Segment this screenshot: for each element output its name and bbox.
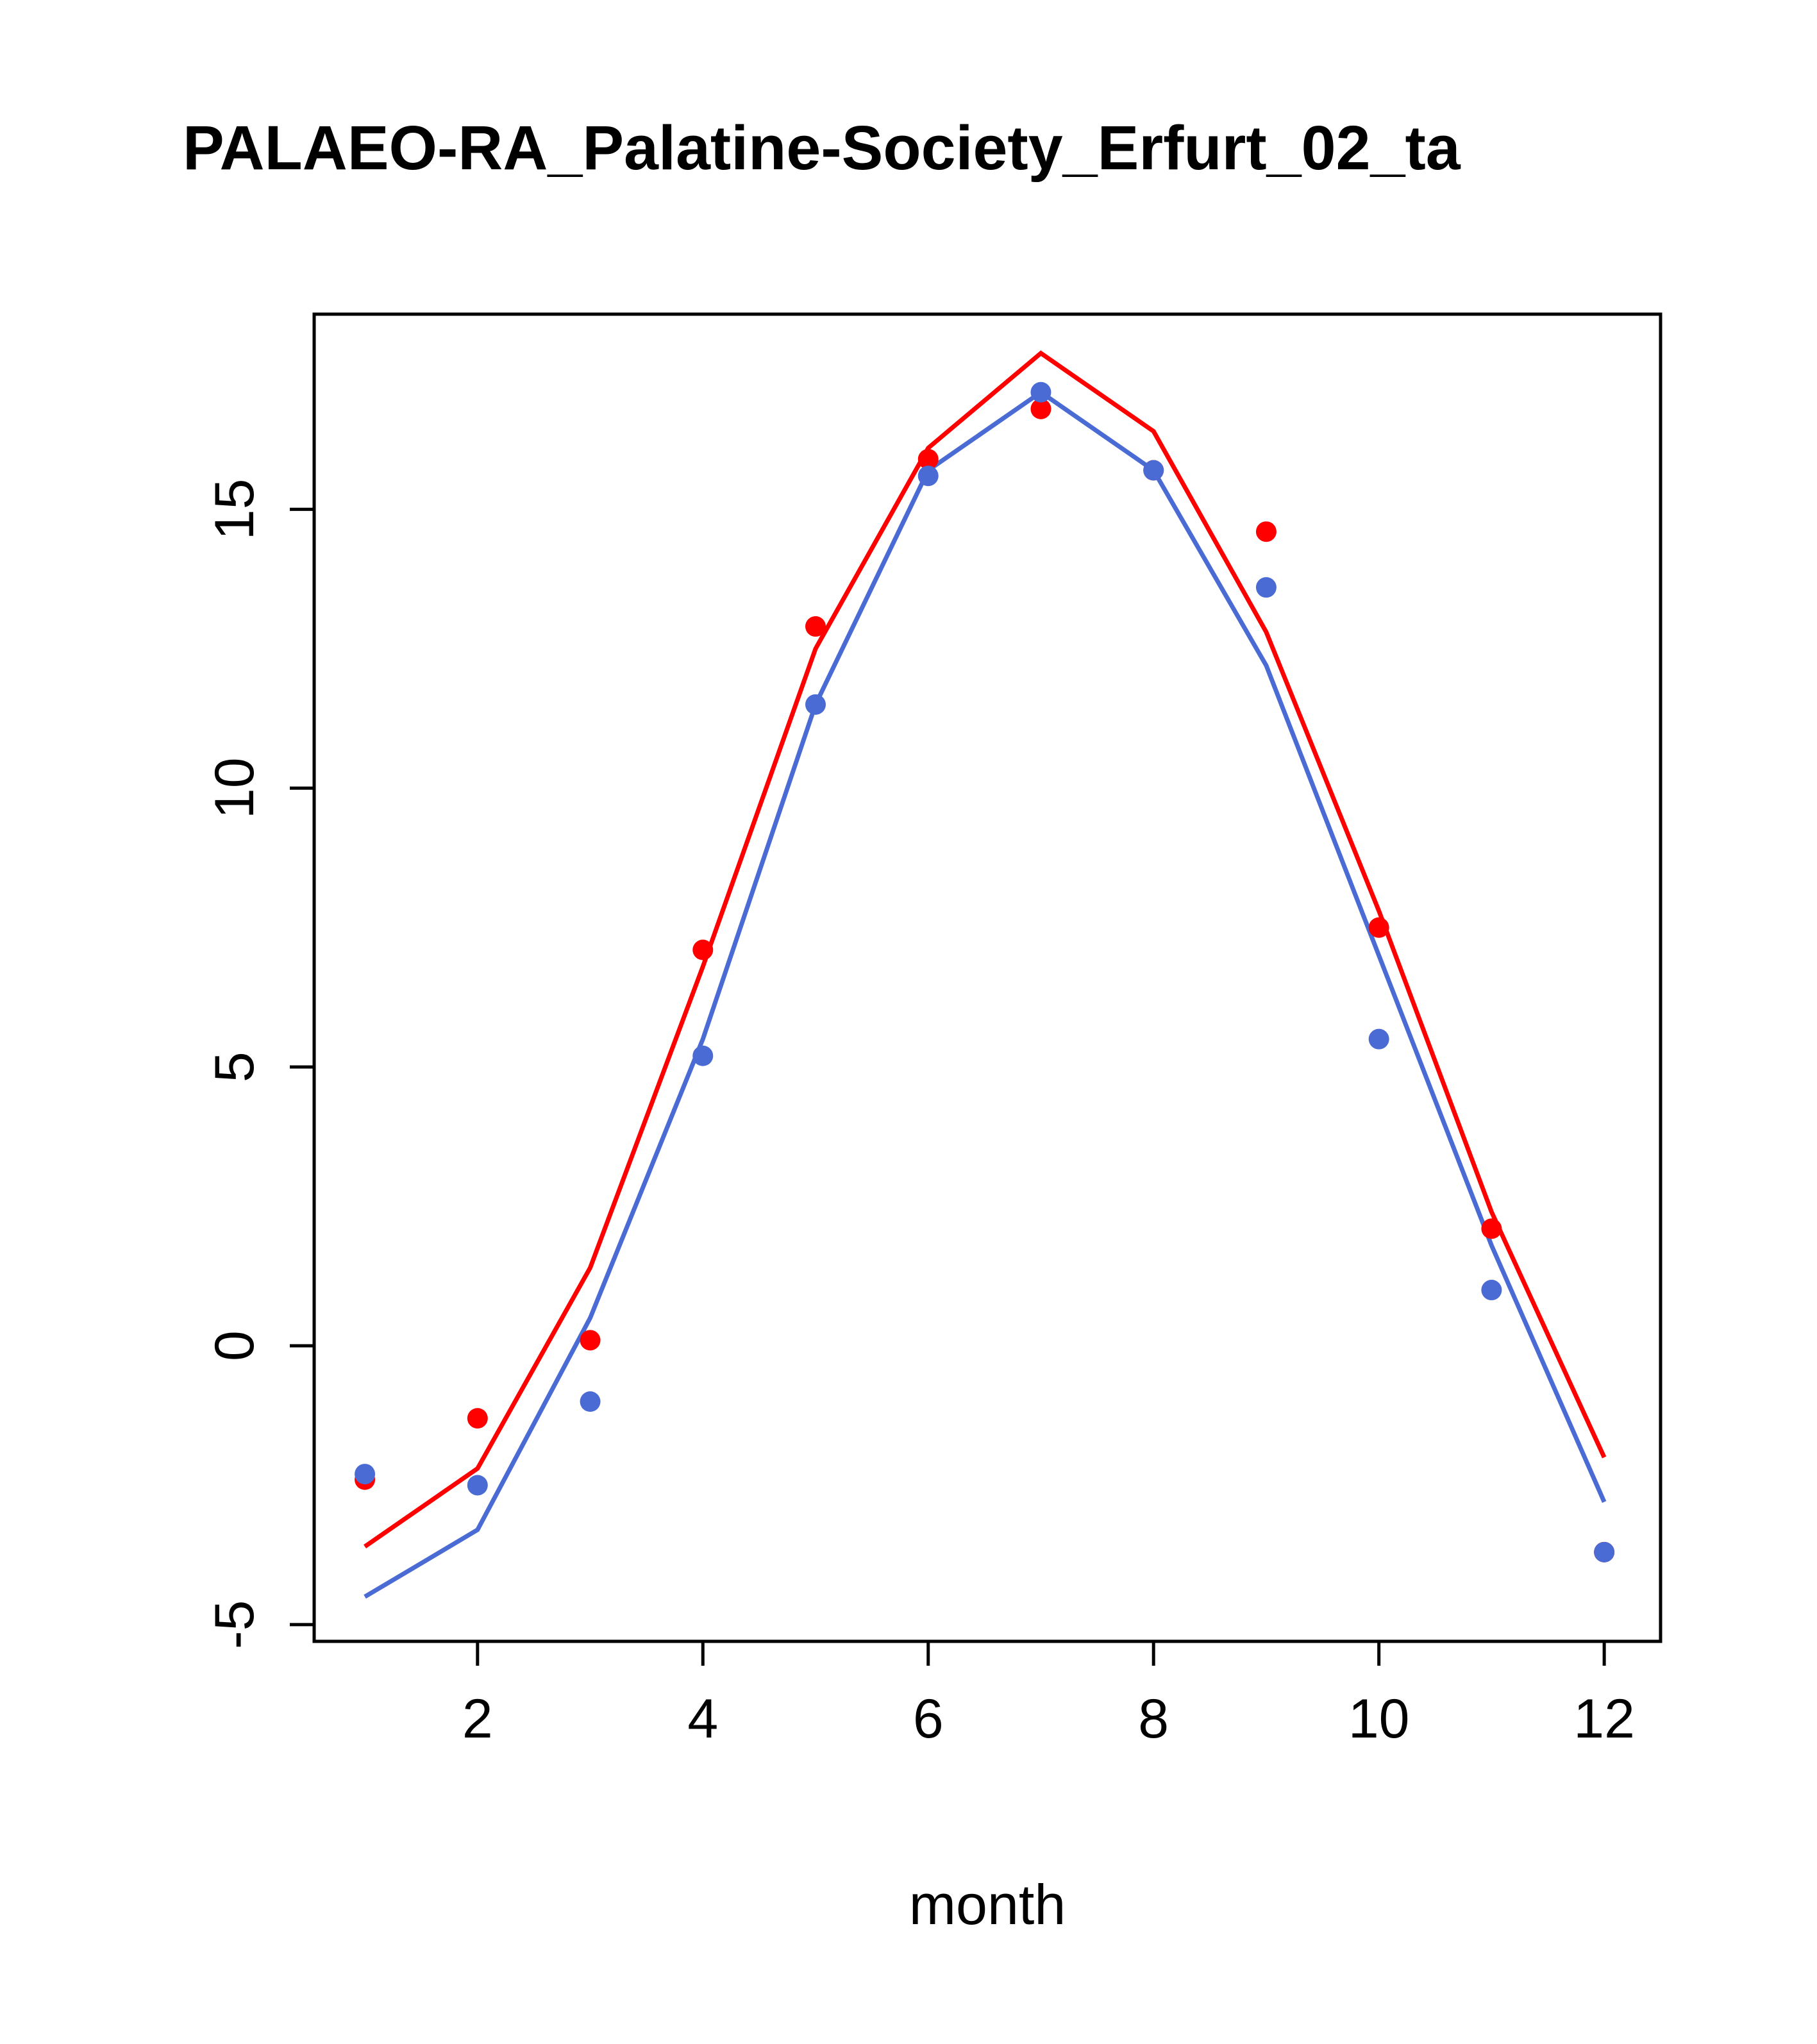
series-blue-line: [364, 389, 1607, 1599]
point-red-points: [805, 616, 826, 637]
x-tick-label: 10: [1348, 1688, 1410, 1750]
point-blue-points: [1368, 1028, 1389, 1050]
point-blue-points: [1030, 381, 1051, 403]
point-blue-points: [1594, 1541, 1615, 1562]
point-red-points: [580, 1330, 601, 1351]
point-blue-points: [692, 1045, 714, 1066]
point-blue-points: [355, 1464, 376, 1485]
x-tick-label: 8: [1138, 1688, 1169, 1750]
x-tick-label: 2: [462, 1688, 493, 1750]
y-tick-label: 15: [204, 479, 265, 540]
point-red-points: [1030, 398, 1051, 419]
point-red-points: [1481, 1218, 1502, 1239]
point-blue-points: [1481, 1280, 1502, 1301]
point-blue-points: [805, 694, 826, 715]
point-blue-points: [1255, 577, 1277, 598]
point-blue-points: [917, 465, 939, 487]
point-red-points: [692, 939, 714, 960]
plot-box: [312, 312, 1662, 1643]
x-tick-label: 12: [1573, 1688, 1635, 1750]
y-tick-label: 10: [204, 757, 265, 819]
point-red-points: [467, 1408, 488, 1429]
x-tick-label: 6: [913, 1688, 944, 1750]
x-tick-label: 4: [687, 1688, 718, 1750]
y-tick-label: 0: [204, 1330, 265, 1361]
point-red-points: [1368, 917, 1389, 938]
point-red-points: [1255, 521, 1277, 542]
y-tick-label: -5: [204, 1600, 265, 1649]
point-red-points: [917, 449, 939, 470]
x-axis-label: month: [908, 1873, 1066, 1936]
point-blue-points: [580, 1391, 601, 1412]
point-blue-points: [467, 1475, 488, 1496]
series-red-line: [364, 350, 1607, 1549]
point-blue-points: [1143, 460, 1164, 481]
y-tick-label: 5: [204, 1051, 265, 1082]
chart-title: PALAEO-RA_Palatine-Society_Erfurt_02_ta: [183, 113, 1461, 183]
